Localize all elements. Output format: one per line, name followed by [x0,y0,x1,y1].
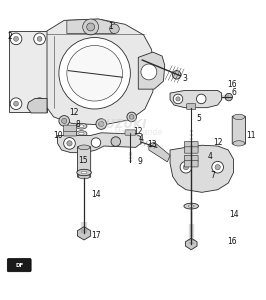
FancyBboxPatch shape [184,160,198,167]
Circle shape [61,118,67,124]
Ellipse shape [79,147,84,150]
Text: 12: 12 [69,109,78,118]
Polygon shape [170,91,222,108]
Text: 8: 8 [75,120,80,129]
Ellipse shape [76,131,87,137]
FancyBboxPatch shape [184,155,198,162]
Circle shape [34,98,45,109]
Circle shape [141,64,157,80]
Text: 9: 9 [137,158,142,166]
Text: 1: 1 [108,22,113,32]
Circle shape [183,165,189,170]
Text: 7: 7 [210,171,215,180]
Text: 10: 10 [53,131,63,140]
Ellipse shape [184,203,198,209]
Circle shape [215,165,220,170]
Text: 16: 16 [227,237,237,246]
Circle shape [91,138,101,147]
Text: 2: 2 [7,32,12,41]
Text: 3: 3 [182,74,187,83]
Circle shape [111,137,120,146]
Circle shape [180,161,192,173]
Text: 4: 4 [139,134,143,142]
Circle shape [64,138,75,149]
Circle shape [173,94,183,104]
Text: 12: 12 [213,138,222,147]
Polygon shape [138,52,165,89]
FancyBboxPatch shape [7,259,31,272]
Circle shape [212,161,223,173]
Ellipse shape [77,169,91,176]
Circle shape [14,37,18,41]
Ellipse shape [79,125,84,128]
Text: 13: 13 [147,140,156,149]
Ellipse shape [78,174,90,179]
Polygon shape [67,19,114,34]
FancyBboxPatch shape [187,104,196,110]
Text: Motorgrande: Motorgrande [114,128,163,137]
Text: 14: 14 [91,190,101,200]
FancyBboxPatch shape [232,116,246,144]
Ellipse shape [79,140,84,142]
Text: 5: 5 [197,114,202,123]
Polygon shape [149,142,170,162]
Circle shape [197,94,206,104]
Text: 11: 11 [246,131,256,140]
Circle shape [176,97,180,101]
FancyBboxPatch shape [77,147,91,177]
Circle shape [87,23,95,31]
Circle shape [10,98,22,109]
Circle shape [67,141,72,146]
Polygon shape [170,145,234,192]
Circle shape [10,33,22,45]
Text: 12: 12 [134,127,143,136]
Polygon shape [185,238,197,250]
Circle shape [59,38,130,109]
Circle shape [127,112,136,122]
Text: 17: 17 [91,231,101,240]
Circle shape [96,119,107,129]
Polygon shape [27,98,47,113]
Text: 4: 4 [207,152,212,161]
FancyBboxPatch shape [125,130,136,135]
Circle shape [172,70,181,79]
Ellipse shape [81,171,87,174]
Polygon shape [57,133,141,153]
Ellipse shape [76,123,87,129]
Text: DF: DF [15,262,23,268]
Polygon shape [9,31,47,112]
Circle shape [34,33,45,45]
Text: 15: 15 [78,156,88,165]
Circle shape [67,46,122,101]
Circle shape [110,24,119,34]
Circle shape [37,101,42,106]
Circle shape [59,116,69,126]
FancyBboxPatch shape [64,125,76,131]
Ellipse shape [188,205,194,207]
Polygon shape [47,19,154,125]
Ellipse shape [233,114,245,120]
Ellipse shape [76,146,87,151]
Ellipse shape [78,145,90,150]
Text: 14: 14 [229,209,238,218]
Circle shape [225,93,232,101]
Ellipse shape [76,138,87,144]
Ellipse shape [233,141,245,146]
Circle shape [37,37,42,41]
Circle shape [99,122,104,127]
Circle shape [14,101,18,106]
Text: 6: 6 [231,88,236,97]
FancyBboxPatch shape [184,142,198,148]
Text: SUZUKI: SUZUKI [98,118,147,131]
FancyBboxPatch shape [184,147,198,153]
Circle shape [83,19,99,35]
Text: 16: 16 [227,80,237,89]
Polygon shape [77,227,91,240]
FancyBboxPatch shape [64,130,76,136]
Ellipse shape [79,132,84,135]
Circle shape [129,115,134,119]
